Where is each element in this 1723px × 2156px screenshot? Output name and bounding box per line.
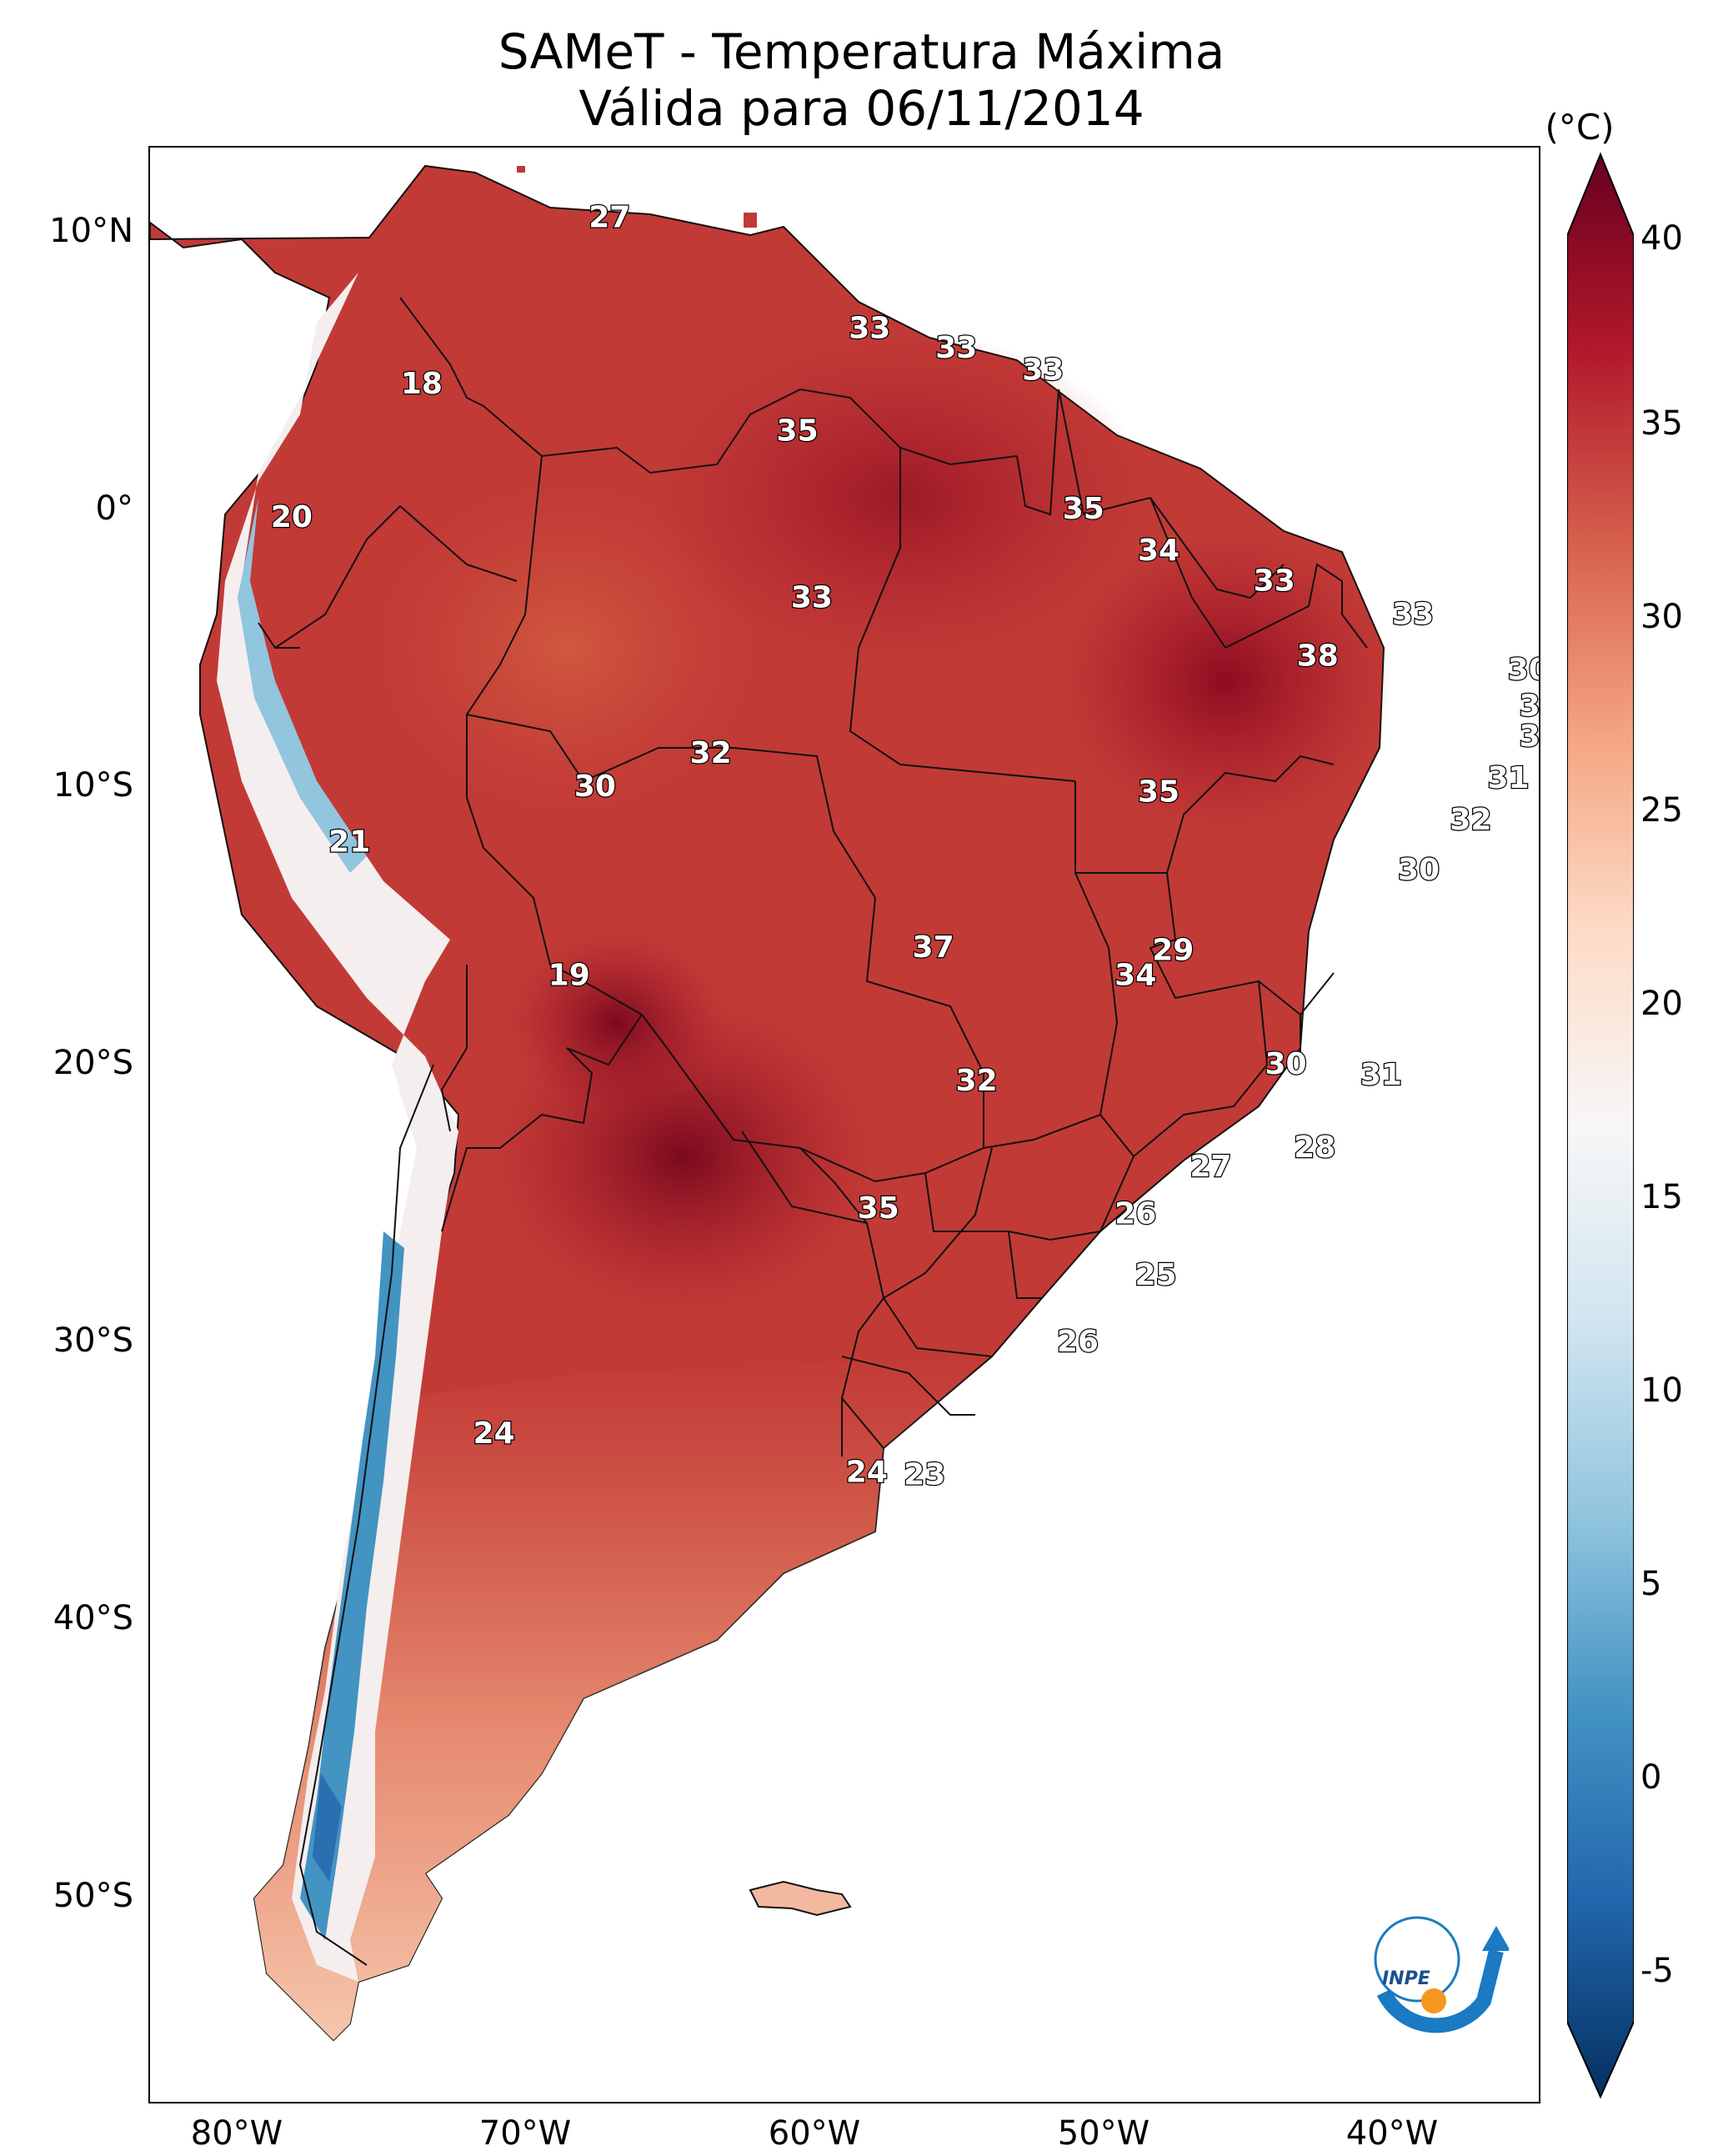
temperature-label: 28 <box>1294 1131 1335 1165</box>
colorbar-gradient <box>1567 152 1634 2099</box>
temperature-label: 27 <box>589 200 630 234</box>
temperature-label: 32 <box>1450 803 1491 837</box>
temperature-label: 26 <box>1057 1325 1099 1359</box>
map-title: SAMeT - Temperatura Máxima Válida para 0… <box>0 23 1723 137</box>
temperature-label: 38 <box>1297 639 1339 673</box>
temperature-label: 30 <box>1265 1047 1306 1081</box>
bolivia-heat-core <box>508 931 725 1115</box>
lat-label-40s: 40°S <box>53 1599 133 1637</box>
temperature-label: 31 <box>1487 761 1529 795</box>
temperature-label: 35 <box>858 1191 899 1226</box>
inpe-logo: INPE <box>1374 1916 1509 2033</box>
temperature-label: 35 <box>777 414 819 449</box>
temperature-label: 24 <box>473 1416 515 1451</box>
temperature-label: 25 <box>1134 1258 1176 1292</box>
colorbar-tick-35: 35 <box>1640 404 1683 443</box>
temperature-label: 33 <box>791 581 833 615</box>
colorbar-tick-20: 20 <box>1640 985 1683 1023</box>
patagonia-ice <box>313 1773 342 1882</box>
lat-label-10n: 10°N <box>49 212 133 250</box>
temperature-label: 19 <box>548 958 590 992</box>
lon-label-80w: 80°W <box>190 2114 283 2153</box>
lon-label-60w: 60°W <box>768 2114 861 2153</box>
temperature-label: 18 <box>401 367 443 401</box>
lon-label-40w: 40°W <box>1345 2114 1439 2153</box>
colorbar-tick-25: 25 <box>1640 791 1683 830</box>
temperature-label: 37 <box>913 930 954 965</box>
temperature-label: 34 <box>1114 958 1156 992</box>
logo-text: INPE <box>1382 1968 1430 1989</box>
title-line-1: SAMeT - Temperatura Máxima <box>498 23 1225 80</box>
temperature-label: 30 <box>1398 853 1440 887</box>
logo-arrow-head <box>1482 1926 1509 1951</box>
temperature-label: 30 <box>574 770 616 804</box>
colorbar-tick-15: 15 <box>1640 1178 1683 1216</box>
temperature-label: 21 <box>328 825 370 860</box>
political-borders <box>258 297 1368 1966</box>
temperature-label: 26 <box>1114 1197 1156 1231</box>
title-line-2: Válida para 06/11/2014 <box>579 80 1144 137</box>
colorbar-tick-5: 5 <box>1640 1565 1662 1603</box>
temperature-label: 32 <box>956 1064 998 1098</box>
patagonia-blue <box>300 1231 404 1940</box>
lat-label-10s: 10°S <box>53 766 133 805</box>
temperature-label: 23 <box>904 1458 945 1492</box>
logo-arc <box>1376 1948 1504 2033</box>
andes-blue-core <box>238 498 367 873</box>
colorbar-tick-minus5: -5 <box>1640 1952 1674 1990</box>
temperature-label: 29 <box>1152 933 1194 967</box>
lat-label-50s: 50°S <box>53 1877 133 1915</box>
temperature-label: 30 <box>1520 689 1540 723</box>
temperature-label: 35 <box>1138 775 1180 810</box>
lat-label-30s: 30°S <box>53 1321 133 1360</box>
temperature-label: 33 <box>935 331 977 365</box>
lon-label-50w: 50°W <box>1057 2114 1150 2153</box>
temperature-label: 33 <box>1022 353 1064 387</box>
amazon-cooler-zone <box>375 481 759 815</box>
southern-cone-shading <box>254 1356 992 2040</box>
caribbean-island <box>517 166 525 173</box>
colorbar-tick-10: 10 <box>1640 1371 1683 1410</box>
temperature-label: 24 <box>846 1455 888 1489</box>
map-svg: 2718333333352035343333333830303132303531… <box>150 164 1540 2042</box>
temperature-labels: 2718333333352035343333333830303132303531… <box>270 199 1540 1493</box>
temperature-label: 31 <box>1360 1058 1402 1092</box>
temperature-label: 35 <box>1063 492 1104 526</box>
colorbar-tick-30: 30 <box>1640 598 1683 636</box>
logo-orbit <box>1374 1916 1460 2003</box>
temperature-label: 34 <box>1138 534 1180 568</box>
map-frame: 2718333333352035343333333830303132303531… <box>148 146 1540 2103</box>
temperature-label: 32 <box>690 736 732 770</box>
colorbar-unit: (°C) <box>1545 107 1615 148</box>
temperature-label: 33 <box>849 311 890 345</box>
temperature-label: 20 <box>271 500 313 534</box>
colorbar <box>1567 152 1634 2099</box>
temperature-label: 30 <box>1508 653 1540 687</box>
lat-label-0: 0° <box>95 489 133 528</box>
temperature-label: 31 <box>1520 720 1540 754</box>
colorbar-tick-0: 0 <box>1640 1758 1662 1797</box>
temperature-label: 27 <box>1190 1150 1231 1184</box>
temperature-label: 33 <box>1392 597 1434 631</box>
colorbar-tick-40: 40 <box>1640 219 1683 258</box>
lat-label-20s: 20°S <box>53 1044 133 1082</box>
lon-label-70w: 70°W <box>478 2114 572 2153</box>
falkland-islands <box>749 1880 852 1917</box>
temperature-label: 33 <box>1254 564 1295 599</box>
logo-sun <box>1421 1988 1446 2013</box>
caribbean-island <box>744 213 757 228</box>
